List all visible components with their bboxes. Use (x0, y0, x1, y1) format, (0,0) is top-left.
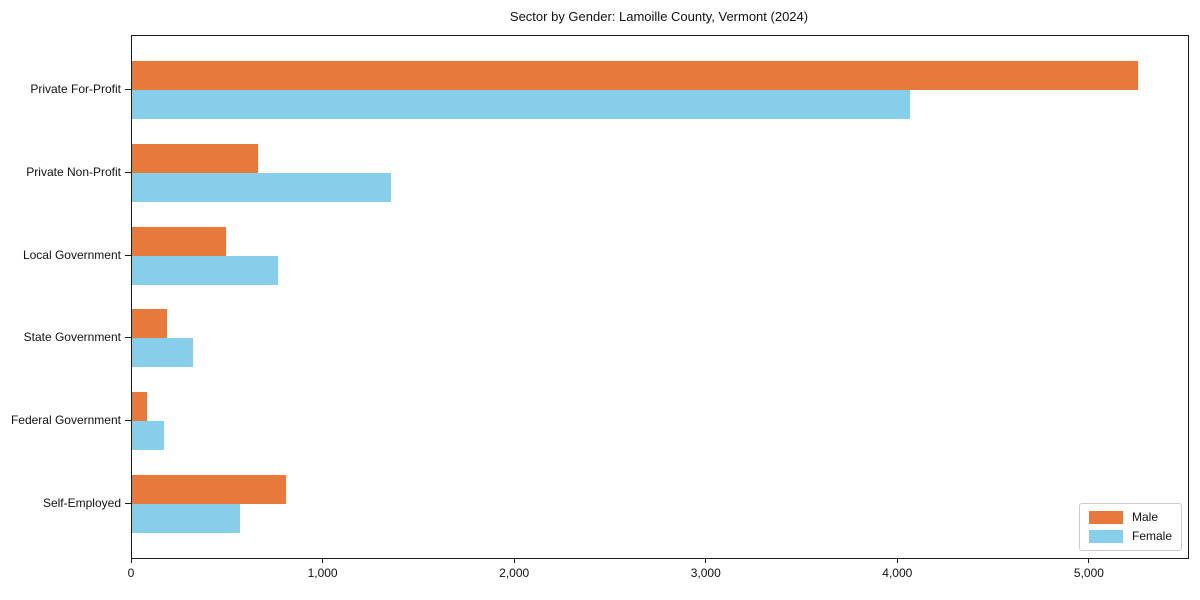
legend-item-male: Male (1088, 510, 1172, 524)
y-tick-label-private-non-profit: Private Non-Profit (26, 164, 121, 179)
x-tick-label-5000: 5,000 (1073, 566, 1104, 580)
bar-female-self-employed (132, 504, 241, 534)
y-tick-self-employed (125, 503, 131, 505)
bar-female-private-for-profit (132, 89, 910, 119)
legend-label-male: Male (1131, 510, 1158, 524)
y-tick-federal-government (125, 420, 131, 422)
y-tick-local-government (125, 254, 131, 256)
legend: Male Female (1078, 503, 1182, 551)
x-tick-0 (130, 558, 132, 563)
x-tick-label-0: 0 (127, 566, 135, 580)
y-tick-label-state-government: State Government (23, 330, 121, 345)
y-tick-label-local-government: Local Government (22, 247, 121, 262)
x-tick-1000 (322, 558, 324, 563)
bar-male-local-government (132, 226, 226, 256)
bar-female-private-non-profit (132, 172, 391, 202)
plot-area: Male Female (131, 35, 1189, 559)
x-tick-label-2000: 2,000 (499, 566, 530, 580)
y-tick-private-non-profit (125, 171, 131, 173)
bar-male-federal-government (132, 392, 148, 422)
bar-female-local-government (132, 255, 278, 285)
bar-male-state-government (132, 309, 168, 339)
legend-item-female: Female (1088, 529, 1172, 543)
x-tick-label-3000: 3,000 (690, 566, 721, 580)
legend-swatch-female (1088, 530, 1123, 543)
x-tick-3000 (705, 558, 707, 563)
x-tick-4000 (896, 558, 898, 563)
bar-female-state-government (132, 338, 194, 368)
bar-male-private-non-profit (132, 143, 259, 173)
legend-swatch-male (1088, 511, 1123, 524)
bar-female-federal-government (132, 421, 164, 451)
x-tick-5000 (1088, 558, 1090, 563)
y-tick-label-federal-government: Federal Government (10, 413, 121, 428)
y-tick-private-for-profit (125, 88, 131, 90)
y-tick-label-private-for-profit: Private For-Profit (30, 81, 121, 96)
bar-male-private-for-profit (132, 60, 1138, 90)
x-tick-label-1000: 1,000 (307, 566, 338, 580)
chart-title: Sector by Gender: Lamoille County, Vermo… (509, 9, 809, 24)
y-tick-state-government (125, 337, 131, 339)
x-tick-2000 (513, 558, 515, 563)
y-tick-label-self-employed: Self-Employed (42, 496, 121, 511)
x-tick-label-4000: 4,000 (882, 566, 913, 580)
legend-label-female: Female (1131, 529, 1172, 543)
bar-male-self-employed (132, 475, 287, 505)
